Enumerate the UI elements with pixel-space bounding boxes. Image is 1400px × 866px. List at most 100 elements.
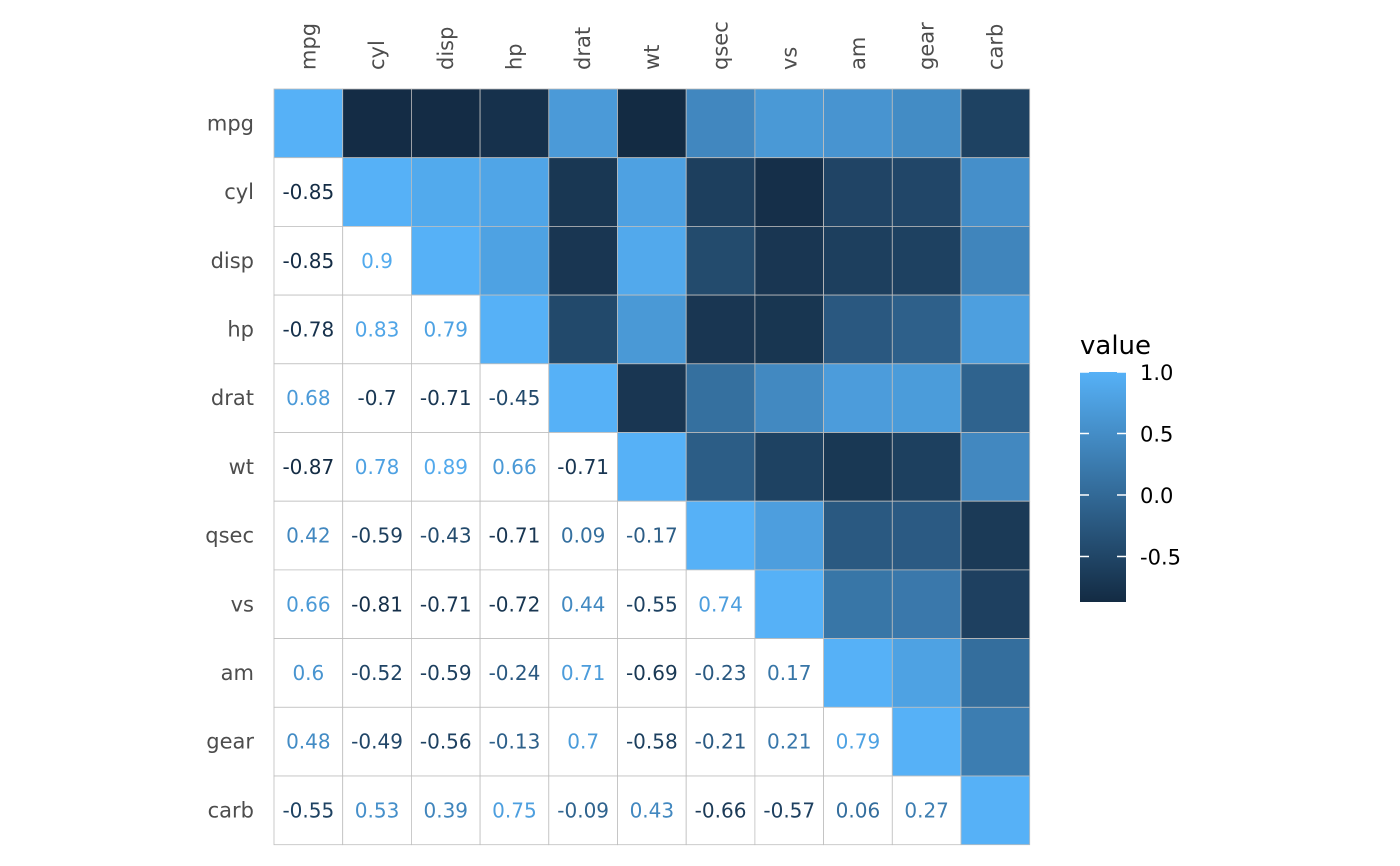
heat-cell-disp-wt [617, 225, 687, 296]
heat-cell-wt-carb [960, 432, 1031, 502]
heat-cell-mpg-cyl [342, 88, 412, 159]
row-label-wt: wt [229, 455, 254, 479]
cell-value-wt-disp: 0.89 [423, 455, 468, 479]
heat-cell-mpg-am [823, 88, 893, 159]
text-cell-vs-qsec [685, 569, 756, 640]
heat-cell-mpg-vs [754, 88, 825, 159]
heat-cell-drat-wt [617, 363, 687, 433]
heat-cell-am-am [823, 638, 893, 708]
heat-cell-mpg-mpg [273, 88, 344, 159]
heat-cell-gear-gear [891, 706, 962, 777]
heat-cell-qsec-carb [960, 500, 1031, 571]
cell-value-disp-mpg: -0.85 [282, 249, 334, 273]
heat-cell-disp-carb [960, 225, 1031, 296]
row-label-vs: vs [231, 592, 254, 616]
heat-cell-disp-hp [479, 225, 550, 296]
column-labels: mpg cyl disp hp drat wt qsec vs am gear carb [296, 21, 1007, 70]
heat-cell-drat-gear [891, 363, 962, 433]
column-label-am: am [846, 37, 870, 70]
column-label-cyl: cyl [365, 40, 389, 70]
cell-value-carb-qsec: -0.66 [695, 798, 747, 822]
heat-cell-drat-vs [754, 363, 825, 433]
cell-value-am-disp: -0.59 [420, 661, 472, 685]
cell-value-qsec-hp: -0.71 [489, 524, 541, 548]
heat-cell-mpg-qsec [685, 88, 756, 159]
text-cell-drat-cyl [342, 363, 412, 433]
heat-cell-mpg-drat [548, 88, 618, 159]
heat-cell-drat-drat [548, 363, 618, 433]
cell-value-am-hp: -0.24 [489, 661, 541, 685]
cell-value-drat-cyl: -0.7 [358, 386, 397, 410]
row-label-qsec: qsec [205, 524, 254, 548]
text-cell-wt-disp [410, 432, 481, 502]
text-cell-qsec-cyl [342, 500, 412, 571]
legend-ticks: 1.0 0.5 0.0 -0.5 [1080, 361, 1181, 569]
heat-cell-disp-gear [891, 225, 962, 296]
heat-cell-disp-drat [548, 225, 618, 296]
text-cell-gear-wt [617, 706, 687, 777]
text-cell-am-qsec [685, 638, 756, 708]
cell-value-qsec-cyl: -0.59 [351, 524, 403, 548]
heat-cell-wt-qsec [685, 432, 756, 502]
cell-value-am-qsec: -0.23 [695, 661, 747, 685]
text-cell-carb-disp [410, 775, 481, 846]
cell-value-hp-disp: 0.79 [423, 317, 468, 341]
cell-value-qsec-mpg: 0.42 [286, 524, 331, 548]
column-label-wt: wt [640, 45, 664, 70]
heat-cell-vs-vs [754, 569, 825, 640]
heat-cell-cyl-wt [617, 157, 687, 227]
legend: value 1.0 0.5 0.0 -0.5 [1080, 331, 1181, 602]
heat-cell-qsec-vs [754, 500, 825, 571]
cell-value-wt-drat: -0.71 [557, 455, 609, 479]
cell-value-gear-vs: 0.21 [767, 730, 812, 754]
row-label-cyl: cyl [224, 180, 254, 204]
heat-cell-am-carb [960, 638, 1031, 708]
cell-value-vs-mpg: 0.66 [286, 592, 331, 616]
text-cell-hp-cyl [342, 294, 412, 365]
heat-cell-qsec-am [823, 500, 893, 571]
cell-value-gear-wt: -0.58 [626, 730, 678, 754]
cell-value-drat-mpg: 0.68 [286, 386, 331, 410]
row-label-disp: disp [211, 249, 254, 273]
cell-value-carb-am: 0.06 [836, 798, 881, 822]
row-label-drat: drat [211, 386, 254, 410]
cell-value-qsec-disp: -0.43 [420, 524, 472, 548]
text-cell-vs-hp [479, 569, 550, 640]
heat-cell-cyl-am [823, 157, 893, 227]
cell-value-qsec-drat: 0.09 [561, 524, 606, 548]
text-cell-am-disp [410, 638, 481, 708]
heat-cell-drat-carb [960, 363, 1031, 433]
heat-cell-cyl-gear [891, 157, 962, 227]
cell-value-am-cyl: -0.52 [351, 661, 403, 685]
text-cell-qsec-drat [548, 500, 618, 571]
cell-value-wt-hp: 0.66 [492, 455, 537, 479]
heat-cell-drat-am [823, 363, 893, 433]
text-cell-carb-cyl [342, 775, 412, 846]
heat-cell-cyl-vs [754, 157, 825, 227]
row-labels: mpg cyl disp hp drat wt qsec vs am gear carb [205, 111, 254, 822]
heat-cell-disp-am [823, 225, 893, 296]
cell-value-carb-hp: 0.75 [492, 798, 537, 822]
text-cell-gear-hp [479, 706, 550, 777]
text-cell-gear-qsec [685, 706, 756, 777]
column-label-carb: carb [983, 24, 1007, 70]
cell-value-carb-disp: 0.39 [423, 798, 468, 822]
heat-cell-am-gear [891, 638, 962, 708]
heat-cell-hp-drat [548, 294, 618, 365]
row-label-carb: carb [208, 798, 254, 822]
column-label-hp: hp [502, 43, 526, 70]
row-label-gear: gear [206, 730, 254, 754]
text-cell-qsec-wt [617, 500, 687, 571]
text-cell-am-mpg [273, 638, 344, 708]
cell-value-vs-hp: -0.72 [489, 592, 541, 616]
heat-cell-drat-qsec [685, 363, 756, 433]
cell-value-carb-mpg: -0.55 [282, 798, 334, 822]
cell-value-wt-mpg: -0.87 [282, 455, 334, 479]
heat-cell-cyl-drat [548, 157, 618, 227]
text-cell-hp-mpg [273, 294, 344, 365]
column-label-drat: drat [571, 27, 595, 70]
text-cell-carb-mpg [273, 775, 344, 846]
column-label-mpg: mpg [296, 23, 320, 70]
cell-value-carb-wt: 0.43 [630, 798, 675, 822]
heat-cell-cyl-qsec [685, 157, 756, 227]
